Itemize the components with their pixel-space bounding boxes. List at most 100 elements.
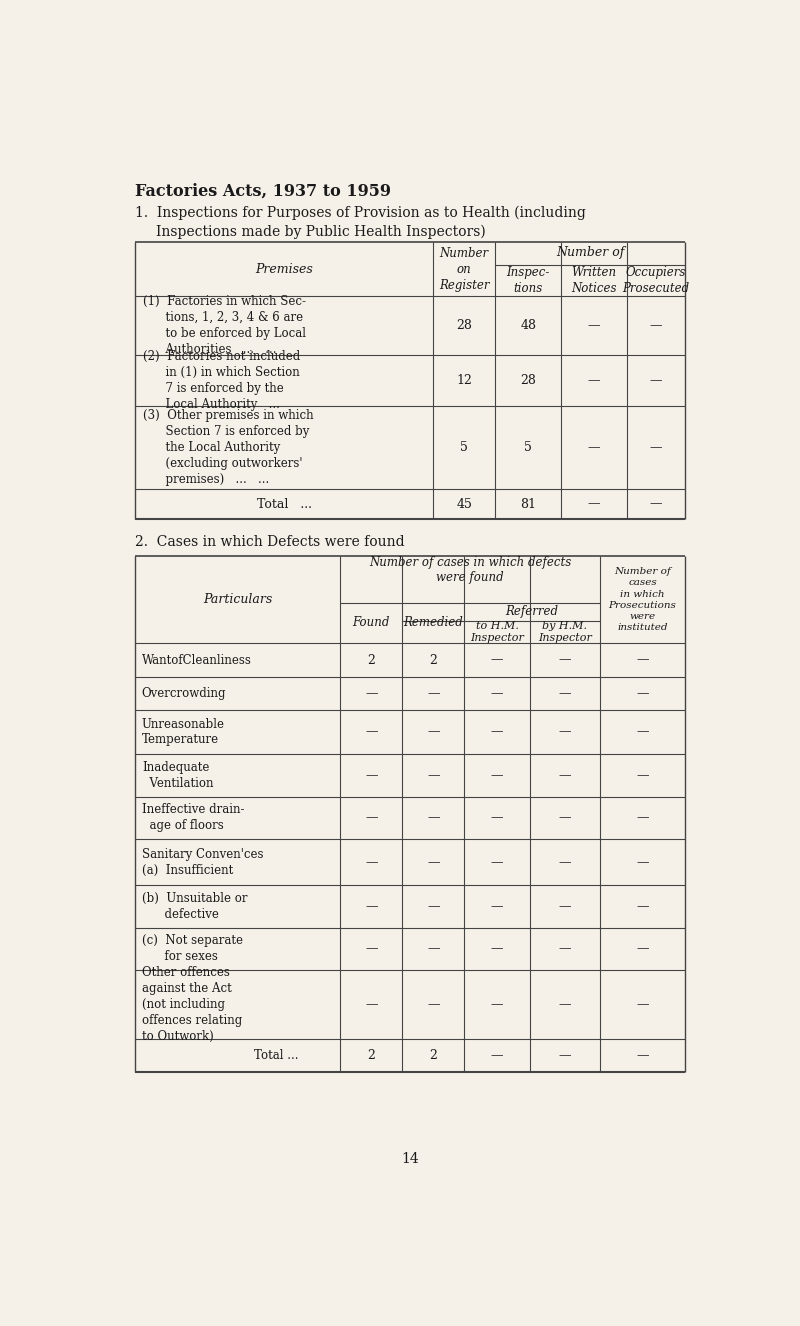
Text: Occupiers
Prosecuted: Occupiers Prosecuted (622, 267, 690, 296)
Text: Unreasonable
Temperature: Unreasonable Temperature (142, 717, 225, 747)
Text: Inspections made by Public Health Inspectors): Inspections made by Public Health Inspec… (156, 224, 486, 239)
Text: —: — (558, 812, 571, 825)
Text: —: — (636, 998, 649, 1012)
Text: —: — (365, 769, 378, 782)
Text: —: — (491, 725, 503, 739)
Text: —: — (588, 497, 600, 511)
Text: Written
Notices: Written Notices (571, 267, 617, 296)
Text: —: — (491, 943, 503, 955)
Text: Number
on
Register: Number on Register (439, 247, 490, 292)
Text: —: — (365, 855, 378, 869)
Text: —: — (650, 442, 662, 453)
Text: to H.M.
Inspector: to H.M. Inspector (470, 621, 524, 643)
Text: —: — (636, 855, 649, 869)
Text: Found: Found (353, 617, 390, 629)
Text: —: — (650, 374, 662, 387)
Text: 2: 2 (367, 654, 375, 667)
Text: 81: 81 (520, 497, 536, 511)
Text: 1.  Inspections for Purposes of Provision as to Health (including: 1. Inspections for Purposes of Provision… (135, 206, 586, 220)
Text: 28: 28 (520, 374, 536, 387)
Text: (3)  Other premises in which
      Section 7 is enforced by
      the Local Auth: (3) Other premises in which Section 7 is… (142, 408, 314, 487)
Text: were found: were found (436, 572, 504, 585)
Text: Number of cases in which defects: Number of cases in which defects (369, 556, 571, 569)
Text: 48: 48 (520, 320, 536, 332)
Text: —: — (636, 812, 649, 825)
Text: —: — (427, 943, 439, 955)
Text: —: — (365, 812, 378, 825)
Text: (1)  Factories in which Sec-
      tions, 1, 2, 3, 4 & 6 are
      to be enforce: (1) Factories in which Sec- tions, 1, 2,… (142, 294, 306, 355)
Text: —: — (365, 943, 378, 955)
Text: —: — (636, 725, 649, 739)
Text: Particulars: Particulars (203, 593, 272, 606)
Text: —: — (588, 442, 600, 453)
Text: 2: 2 (367, 1049, 375, 1062)
Text: —: — (558, 855, 571, 869)
Text: Referred: Referred (506, 606, 558, 618)
Text: —: — (558, 725, 571, 739)
Text: —: — (427, 855, 439, 869)
Text: —: — (491, 769, 503, 782)
Text: Total ...: Total ... (254, 1049, 298, 1062)
Text: —: — (558, 769, 571, 782)
Text: —: — (427, 725, 439, 739)
Text: Sanitary Conven'ces
(a)  Insufficient: Sanitary Conven'ces (a) Insufficient (142, 847, 263, 876)
Text: —: — (636, 654, 649, 667)
Text: 45: 45 (456, 497, 472, 511)
Text: —: — (636, 687, 649, 700)
Text: 2.  Cases in which Defects were found: 2. Cases in which Defects were found (135, 534, 405, 549)
Text: (b)  Unsuitable or
      defective: (b) Unsuitable or defective (142, 892, 247, 920)
Text: —: — (427, 687, 439, 700)
Text: —: — (491, 812, 503, 825)
Text: —: — (636, 769, 649, 782)
Text: WantofCleanliness: WantofCleanliness (142, 654, 252, 667)
Text: —: — (365, 900, 378, 912)
Text: 12: 12 (456, 374, 472, 387)
Text: 2: 2 (430, 654, 437, 667)
Text: —: — (491, 855, 503, 869)
Text: 2: 2 (430, 1049, 437, 1062)
Text: (c)  Not separate
      for sexes: (c) Not separate for sexes (142, 935, 243, 963)
Text: —: — (650, 320, 662, 332)
Text: —: — (427, 769, 439, 782)
Text: 14: 14 (401, 1151, 419, 1166)
Text: —: — (365, 998, 378, 1012)
Text: —: — (636, 943, 649, 955)
Text: 5: 5 (524, 442, 532, 453)
Text: —: — (427, 900, 439, 912)
Text: Inadequate
  Ventilation: Inadequate Ventilation (142, 761, 214, 790)
Text: —: — (558, 998, 571, 1012)
Text: Factories Acts, 1937 to 1959: Factories Acts, 1937 to 1959 (135, 182, 391, 199)
Text: —: — (558, 1049, 571, 1062)
Text: —: — (491, 654, 503, 667)
Text: Total   ...: Total ... (257, 497, 311, 511)
Text: Number of
cases
in which
Prosecutions
were
instituted: Number of cases in which Prosecutions we… (609, 568, 677, 631)
Text: —: — (491, 900, 503, 912)
Text: —: — (558, 900, 571, 912)
Text: —: — (636, 900, 649, 912)
Text: Premises: Premises (255, 263, 313, 276)
Text: —: — (558, 687, 571, 700)
Text: —: — (491, 998, 503, 1012)
Text: —: — (365, 687, 378, 700)
Text: —: — (491, 687, 503, 700)
Text: —: — (427, 998, 439, 1012)
Text: —: — (491, 1049, 503, 1062)
Text: Number of: Number of (556, 245, 624, 259)
Text: —: — (365, 725, 378, 739)
Text: (2)  Factories not included
      in (1) in which Section
      7 is enforced by: (2) Factories not included in (1) in whi… (142, 350, 300, 411)
Text: 28: 28 (456, 320, 472, 332)
Text: Ineffective drain-
  age of floors: Ineffective drain- age of floors (142, 804, 244, 833)
Text: Remedied: Remedied (403, 617, 463, 629)
Text: 5: 5 (460, 442, 468, 453)
Text: Overcrowding: Overcrowding (142, 687, 226, 700)
Text: —: — (558, 654, 571, 667)
Text: —: — (427, 812, 439, 825)
Text: —: — (650, 497, 662, 511)
Text: —: — (558, 943, 571, 955)
Text: —: — (588, 374, 600, 387)
Text: by H.M.
Inspector: by H.M. Inspector (538, 621, 592, 643)
Text: Other offences
against the Act
(not including
offences relating
to Outwork): Other offences against the Act (not incl… (142, 967, 242, 1044)
Text: —: — (636, 1049, 649, 1062)
Text: —: — (588, 320, 600, 332)
Text: Inspec-
tions: Inspec- tions (506, 267, 550, 296)
